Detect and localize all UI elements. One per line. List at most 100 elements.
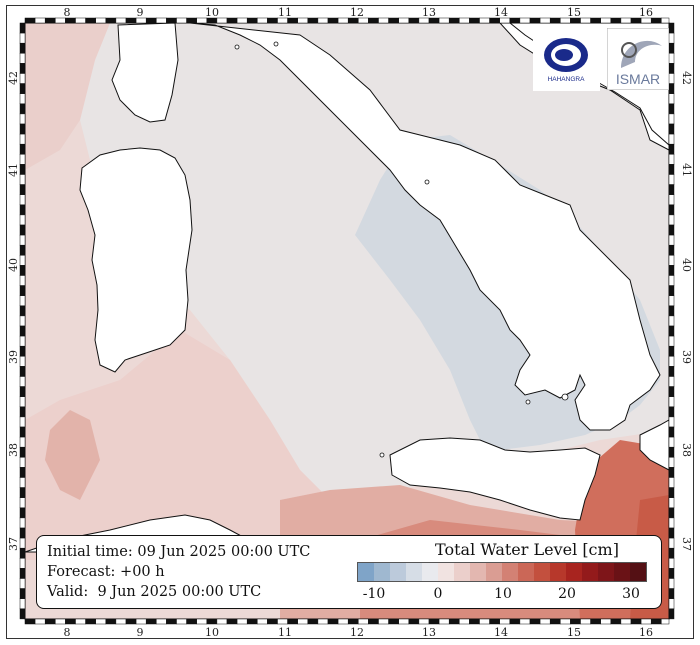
colorbar-swatch: [422, 563, 438, 581]
colorbar-swatch: [550, 563, 566, 581]
scale-bar-segment: [539, 618, 551, 625]
scale-bar-segment: [499, 618, 511, 625]
longitude-label: 9: [137, 6, 144, 19]
scale-bar-segment: [661, 618, 670, 625]
scale-bar-segment: [337, 618, 349, 625]
scale-bar-segment: [668, 578, 675, 589]
ismar-logo: ISMAR: [606, 27, 670, 91]
island: [525, 399, 531, 405]
colorbar-swatch: [454, 563, 470, 581]
latitude-label: 37: [7, 537, 20, 551]
scale-bar-segment: [19, 426, 26, 438]
colorbar-swatch: [486, 563, 502, 581]
hahangra-logo: HAHANGRA: [533, 31, 600, 91]
scale-bar-segment: [19, 204, 26, 216]
scale-bar-segment: [668, 234, 675, 246]
scale-bar-segment: [668, 194, 675, 206]
colorbar-tick-label: 20: [558, 586, 576, 602]
scale-bar-segment: [610, 17, 622, 24]
scale-bar-segment: [378, 618, 389, 625]
colorbar-swatch: [534, 563, 550, 581]
scale-bar-segment: [668, 487, 675, 498]
longitude-label: 16: [639, 626, 653, 639]
scale-bar-segment: [668, 113, 675, 125]
scale-bar-segment: [668, 73, 675, 84]
scale-bar-segment: [19, 164, 26, 175]
scale-bar-segment: [307, 618, 319, 625]
colorbar-title: Total Water Level [cm]: [435, 540, 619, 559]
scale-bar-segment: [668, 265, 675, 276]
scale-bar-segment: [186, 618, 197, 625]
scale-bar-segment: [19, 608, 26, 620]
longitude-label: 15: [567, 626, 581, 639]
scale-bar-segment: [668, 42, 675, 54]
scale-bar-segment: [668, 598, 675, 610]
scale-bar-segment: [668, 396, 675, 408]
scale-bar-segment: [85, 618, 96, 625]
colorbar-swatch: [406, 563, 422, 581]
scale-bar-segment: [267, 618, 278, 625]
scale-bar-segment: [166, 618, 177, 625]
scale-bar-segment: [19, 335, 26, 347]
scale-bar-segment: [459, 17, 470, 24]
scale-bar-segment: [277, 618, 288, 625]
scale-bar-segment: [236, 618, 248, 625]
scale-bar-segment: [19, 143, 26, 155]
scale-bar-segment: [19, 436, 26, 448]
scale-bar-segment: [115, 17, 127, 24]
scale-bar-segment: [44, 17, 56, 24]
scale-bar-segment: [19, 224, 26, 236]
scale-bar-segment: [85, 17, 96, 24]
colorbar-swatch: [630, 563, 646, 581]
scale-bar-segment: [145, 17, 157, 24]
colorbar: [357, 562, 647, 582]
island: [424, 179, 430, 185]
scale-bar-segment: [246, 618, 258, 625]
scale-bar-segment: [19, 547, 26, 559]
scale-bar-segment: [408, 17, 420, 24]
scale-bar-segment: [186, 17, 197, 24]
scale-bar-segment: [19, 174, 26, 185]
scale-bar-segment: [388, 17, 399, 24]
longitude-label: 13: [422, 626, 436, 639]
scale-bar-segment: [95, 17, 107, 24]
scale-bar-segment: [668, 457, 675, 468]
scale-bar-segment: [19, 265, 26, 276]
scale-bar-segment: [600, 618, 612, 625]
scale-bar-segment: [388, 618, 399, 625]
scale-bar-segment: [519, 618, 531, 625]
scale-bar-segment: [75, 17, 86, 24]
longitude-label: 8: [64, 626, 71, 639]
colorbar-swatch: [518, 563, 534, 581]
scale-bar-segment: [620, 17, 632, 24]
scale-bar-segment: [438, 618, 450, 625]
scale-bar-segment: [105, 17, 117, 24]
scale-bar-segment: [668, 477, 675, 488]
scale-bar-segment: [668, 517, 675, 529]
scale-bar-segment: [368, 618, 379, 625]
colorbar-swatch: [598, 563, 614, 581]
longitude-label: 12: [350, 626, 364, 639]
scale-bar-segment: [668, 133, 675, 145]
land-sicily: [389, 437, 601, 521]
longitude-labels: 8 8 9 9 10 10 11 11 12 12 13 13 14 14 15 15 16 16: [64, 6, 654, 639]
longitude-label: 8: [64, 6, 71, 19]
scale-bar-segment: [668, 123, 675, 135]
latitude-label: 42: [680, 71, 693, 85]
scale-bar-segment: [448, 618, 460, 625]
scale-bar-segment: [19, 386, 26, 397]
scale-bar-segment: [19, 63, 26, 74]
scale-bar-segment: [34, 618, 46, 625]
initial-time-text: Initial time: 09 Jun 2025 00:00 UTC: [47, 544, 311, 560]
colorbar-swatch: [566, 563, 582, 581]
colorbar-swatch: [438, 563, 454, 581]
longitude-label: 10: [205, 6, 219, 19]
scale-bar-segment: [257, 17, 268, 24]
colorbar-tick-label: -10: [362, 586, 386, 602]
scale-bar-segment: [297, 618, 309, 625]
scale-bar-segment: [668, 103, 675, 115]
valid-time-text: Valid: 9 Jun 2025 00:00 UTC: [47, 584, 262, 600]
scale-bar-segment: [19, 214, 26, 226]
scale-bar-segment: [668, 345, 675, 357]
land-corsica: [111, 22, 179, 123]
